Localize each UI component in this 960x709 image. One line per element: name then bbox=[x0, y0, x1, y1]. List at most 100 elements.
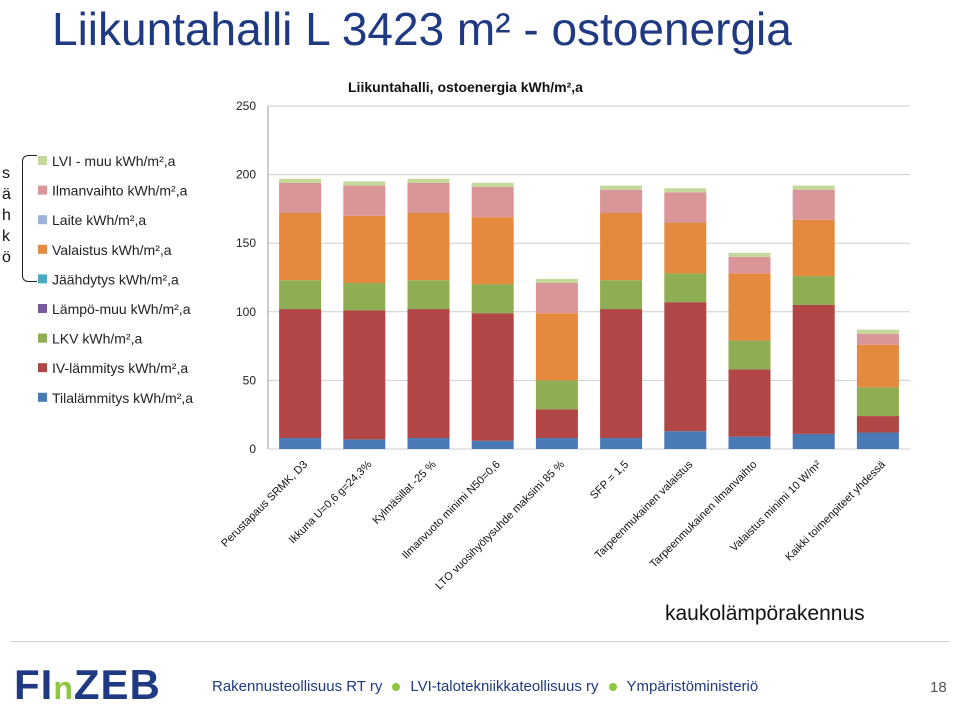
legend-swatch bbox=[38, 363, 47, 373]
bar-segment bbox=[343, 310, 386, 440]
bar-segment bbox=[728, 340, 771, 370]
bar-segment bbox=[728, 369, 771, 437]
side-letter: ö bbox=[2, 249, 11, 266]
bar-segment bbox=[728, 256, 771, 274]
legend-label: Laite kWh/m²,a bbox=[52, 212, 146, 228]
legend-swatch bbox=[38, 156, 47, 165]
bar-segment bbox=[600, 309, 643, 439]
footer-org: LVI-talotekniikkateollisuus ry bbox=[410, 678, 599, 695]
bar-segment bbox=[664, 222, 707, 274]
side-letter: k bbox=[2, 228, 10, 245]
side-letter: h bbox=[2, 207, 11, 224]
legend-label: LVI - muu kWh/m²,a bbox=[52, 153, 176, 169]
y-tick-label: 100 bbox=[236, 305, 256, 319]
bar-segment bbox=[535, 313, 578, 381]
bar-segment bbox=[535, 438, 578, 449]
x-tick-label: Tarpeenmukainen ilmanvaihto bbox=[648, 459, 760, 571]
side-letter: ä bbox=[2, 186, 11, 203]
building-type-label: kaukolämpörakennus bbox=[665, 602, 865, 625]
bar-segment bbox=[535, 278, 578, 283]
bar-segment bbox=[343, 282, 386, 311]
bar-segment bbox=[407, 182, 450, 214]
bar-segment bbox=[600, 189, 643, 214]
bar-segment bbox=[343, 215, 386, 283]
legend-label: Ilmanvaihto kWh/m²,a bbox=[52, 183, 188, 199]
y-tick-label: 50 bbox=[243, 373, 257, 387]
bar-segment bbox=[407, 178, 450, 183]
bar-segment bbox=[535, 409, 578, 439]
bar-segment bbox=[279, 182, 322, 214]
y-tick-label: 150 bbox=[236, 236, 256, 250]
legend-label: Jäähdytys kWh/m²,a bbox=[52, 271, 179, 287]
bar-segment bbox=[792, 433, 835, 449]
legend-swatch bbox=[38, 333, 47, 343]
bar-segment bbox=[728, 436, 771, 449]
bar-segment bbox=[664, 302, 707, 432]
bar-segment bbox=[856, 344, 899, 388]
bar-segment bbox=[600, 280, 643, 310]
bar-segment bbox=[664, 273, 707, 303]
legend-swatch bbox=[38, 274, 47, 284]
bullet-dot-icon bbox=[608, 682, 617, 691]
y-tick-label: 250 bbox=[236, 99, 256, 113]
bar-segment bbox=[407, 280, 450, 310]
bar-segment bbox=[407, 309, 450, 439]
bar-segment bbox=[407, 213, 450, 281]
slide-title: Liikuntahalli L 3423 m² - ostoenergia bbox=[52, 3, 792, 55]
side-bracket bbox=[22, 155, 37, 282]
bar-segment bbox=[535, 380, 578, 410]
x-tick-label: Kylmäsillat -25 % bbox=[370, 458, 438, 526]
bar-segment bbox=[792, 304, 835, 434]
bar-segment bbox=[471, 313, 514, 441]
x-tick-label: SFP = 1,5 bbox=[588, 459, 631, 502]
bar-segment bbox=[343, 185, 386, 216]
side-letters: s ä h k ö bbox=[2, 163, 11, 268]
legend-label: Tilalämmitys kWh/m²,a bbox=[52, 390, 193, 406]
footer-organizations: Rakennusteollisuus RT ry LVI-talotekniik… bbox=[212, 678, 758, 695]
bar-segment bbox=[471, 217, 514, 285]
footer-org: Rakennusteollisuus RT ry bbox=[212, 678, 383, 695]
bar-segment bbox=[471, 284, 514, 314]
bar-segment bbox=[664, 188, 707, 193]
bar-segment bbox=[856, 416, 899, 433]
bar-segment bbox=[471, 186, 514, 218]
bar-segment bbox=[471, 182, 514, 187]
legend-label: Lämpö-muu kWh/m²,a bbox=[52, 301, 191, 317]
footer-org: Ympäristöministeriö bbox=[626, 678, 759, 695]
bar-segment bbox=[856, 432, 899, 449]
legend-label: Valaistus kWh/m²,a bbox=[52, 242, 172, 258]
bar-segment bbox=[856, 329, 899, 334]
bar-segment bbox=[728, 252, 771, 257]
side-letter: s bbox=[2, 165, 10, 182]
bar-segment bbox=[343, 439, 386, 449]
bar-segment bbox=[728, 273, 771, 341]
bar-segment bbox=[856, 333, 899, 345]
chart-title: Liikuntahalli, ostoenergia kWh/m²,a bbox=[348, 79, 583, 95]
legend-swatch bbox=[38, 215, 47, 225]
finzeb-logo: FInZEB bbox=[14, 661, 161, 708]
bar-segment bbox=[856, 387, 899, 417]
bar-segment bbox=[600, 438, 643, 449]
bullet-dot-icon bbox=[392, 682, 401, 691]
bar-segment bbox=[792, 219, 835, 277]
legend-swatch bbox=[38, 185, 47, 195]
bar-segment bbox=[792, 185, 835, 190]
legend-label: IV-lämmitys kWh/m²,a bbox=[52, 360, 188, 376]
legend-swatch bbox=[38, 392, 47, 402]
bar-segment bbox=[535, 282, 578, 314]
bar-segment bbox=[407, 438, 450, 449]
bar-segment bbox=[664, 431, 707, 449]
bar-segment bbox=[279, 309, 322, 439]
legend-swatch bbox=[38, 244, 47, 254]
bar-segment bbox=[600, 213, 643, 281]
legend-label: LKV kWh/m²,a bbox=[52, 331, 142, 347]
x-tick-label: LTO vuosihyötysuhde maksimi 85 % bbox=[433, 458, 567, 592]
bar-segment bbox=[279, 438, 322, 449]
bar-segment bbox=[279, 178, 322, 183]
bar-segment bbox=[343, 181, 386, 186]
y-tick-label: 0 bbox=[249, 442, 256, 456]
page-number: 18 bbox=[930, 679, 947, 696]
bar-segment bbox=[279, 213, 322, 281]
bar-segment bbox=[471, 440, 514, 449]
